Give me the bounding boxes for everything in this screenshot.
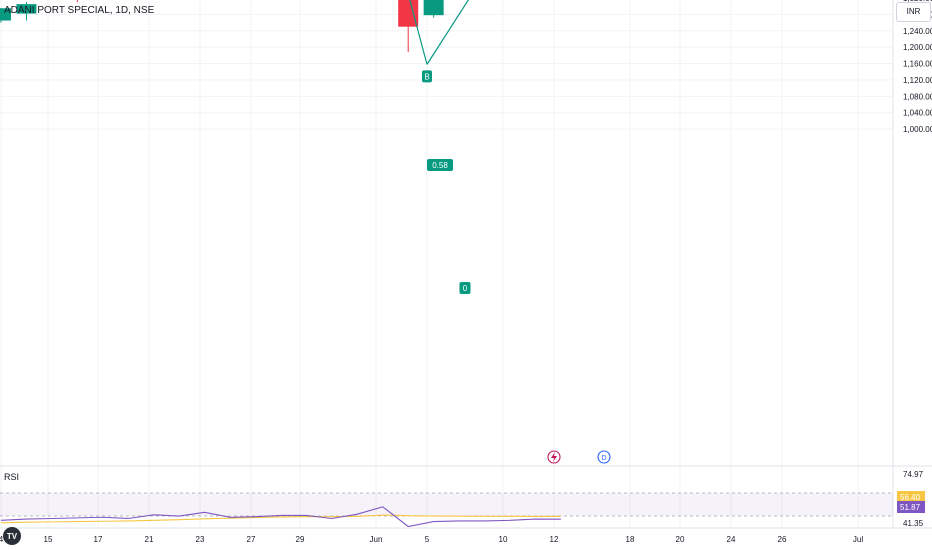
price-tick-label: 1,040.00	[903, 109, 932, 118]
pattern-point-b: B	[422, 70, 432, 83]
time-tick-label: 24	[727, 535, 736, 544]
pattern-point-label: B	[424, 72, 429, 81]
dividend-icon-ring	[597, 450, 611, 464]
pattern-leg-ab	[409, 0, 428, 65]
candle-body	[398, 0, 419, 27]
rsi-tick-label: 74.97	[903, 470, 924, 479]
rsi-line	[0, 506, 561, 528]
rsi-value-tag-bg	[897, 491, 925, 503]
pattern-ratio: 0	[459, 282, 471, 294]
candle	[398, 0, 419, 53]
price-tick-label: 1,240.00	[903, 27, 932, 36]
time-tick-label: 26	[778, 535, 787, 544]
tradingview-logo-bg	[3, 527, 21, 545]
lightning-icon-glyph	[551, 452, 557, 462]
dividend-icon-label: D	[601, 455, 606, 462]
rsi-value-tag-bg	[897, 501, 925, 513]
price-tick-label: 1,000.00	[903, 125, 932, 134]
time-tick-label: 18	[626, 535, 635, 544]
candle	[76, 0, 78, 3]
time-tick-label: 15	[44, 535, 53, 544]
time-tick-label: 21	[145, 535, 154, 544]
time-tick-label: 5	[425, 535, 430, 544]
time-tick-label: 12	[550, 535, 559, 544]
rsi-band	[0, 493, 893, 516]
price-tick-label: 1,160.00	[903, 60, 932, 69]
time-tick-label: Jul	[853, 535, 863, 544]
time-tick-label: 10	[499, 535, 508, 544]
time-tick-label: 23	[196, 535, 205, 544]
tradingview-logo-text: TV	[7, 532, 18, 541]
pattern-ratio: 0.58	[427, 159, 453, 171]
pattern-ratio-box	[427, 159, 453, 171]
dividend-icon: D	[597, 450, 611, 464]
rsi-ma-line	[0, 514, 561, 524]
time-tick-label: 27	[247, 535, 256, 544]
price-tick-label: 1,120.00	[903, 76, 932, 85]
candle	[16, 2, 37, 21]
symbol-title[interactable]: ADANI PORT SPECIAL, 1D, NSE	[4, 5, 155, 16]
pattern-ratio-label: 0	[463, 284, 468, 293]
tradingview-logo: TV	[3, 527, 21, 545]
candle-body	[16, 4, 37, 14]
rsi-value-tag-label: 51.87	[900, 503, 921, 512]
candle-body	[0, 8, 11, 21]
candle-body	[423, 0, 444, 16]
time-tick-label: 29	[296, 535, 305, 544]
time-tick-label: 17	[94, 535, 103, 544]
price-tick-label: 1,200.00	[903, 43, 932, 52]
time-tick-label: 20	[676, 535, 685, 544]
price-tick-label: 1,320.00	[903, 0, 932, 3]
rsi-label[interactable]: RSI	[4, 472, 20, 482]
price-tick-label: 1,080.00	[903, 92, 932, 101]
rsi-tick-label: 41.35	[903, 519, 924, 528]
time-tick-label: 4	[0, 535, 4, 544]
pattern-leg-bc	[426, 0, 470, 65]
rsi-value-tag: 51.87	[897, 501, 925, 513]
pattern-ratio-label: 0.58	[432, 161, 448, 170]
rsi-value-tag-label: 56.40	[900, 493, 921, 502]
lightning-icon	[547, 450, 561, 464]
candle	[423, 0, 444, 18]
currency-badge[interactable]: INR	[896, 2, 931, 22]
candle	[0, 8, 11, 23]
pattern-point-box	[422, 70, 432, 83]
rsi-value-tag: 56.40	[897, 491, 925, 503]
time-tick-label: Jun	[370, 535, 383, 544]
pattern-ratio-box	[459, 282, 471, 294]
